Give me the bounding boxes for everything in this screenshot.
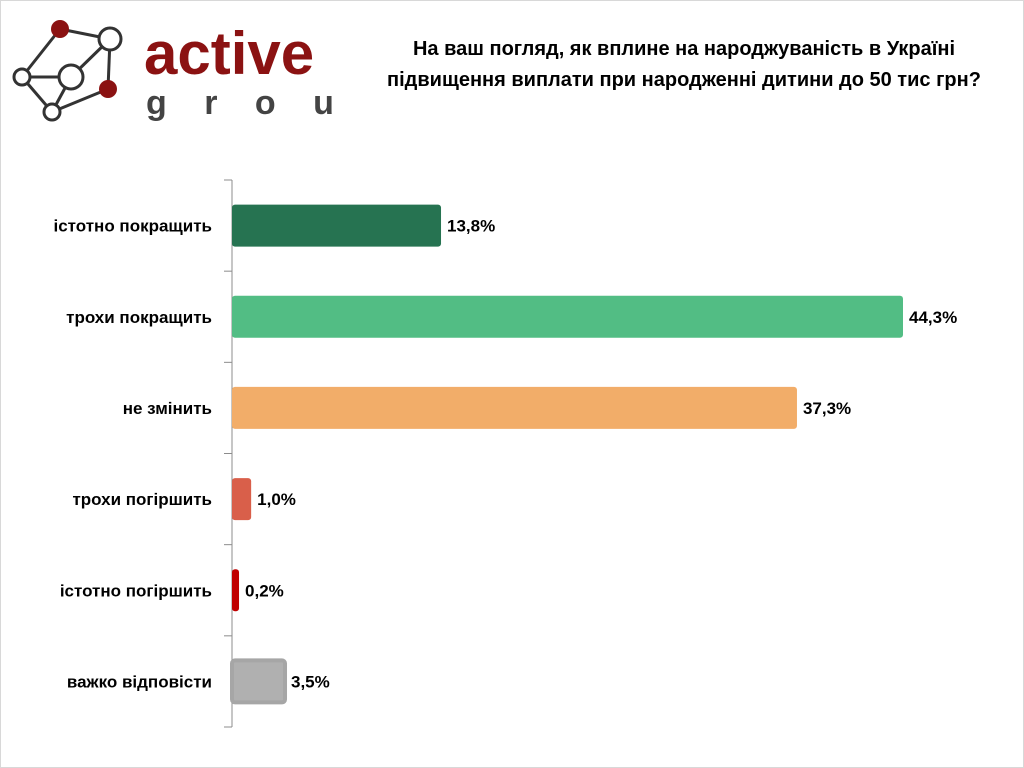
svg-text:g r o u p: g r o u p xyxy=(146,84,348,122)
svg-text:active: active xyxy=(144,20,314,87)
active-group-logo: active g r o u p xyxy=(12,20,348,122)
bar-3 xyxy=(232,478,252,521)
bar-1 xyxy=(232,295,903,338)
bar-0 xyxy=(232,204,442,247)
category-label-0: істотно покращить xyxy=(53,217,212,236)
data-label-0: 13,8% xyxy=(447,217,495,236)
bar-2 xyxy=(232,386,797,429)
chart-title-line-1: На ваш погляд, як вплине на народжуваніс… xyxy=(412,38,956,60)
category-label-5: важко відповісти xyxy=(67,672,212,691)
bar-4 xyxy=(232,569,240,612)
data-label-4: 0,2% xyxy=(245,581,284,600)
category-label-1: трохи покращить xyxy=(66,308,212,327)
category-label-3: трохи погіршить xyxy=(72,490,212,509)
data-label-3: 1,0% xyxy=(257,490,296,509)
chart-title-line-2: підвищення виплати при народженні дитини… xyxy=(387,69,981,91)
data-label-1: 44,3% xyxy=(909,308,957,327)
data-label-2: 37,3% xyxy=(803,399,851,418)
data-label-5: 3,5% xyxy=(291,672,330,691)
bar-5 xyxy=(230,658,288,705)
chart-title: На ваш погляд, як вплине на народжуваніс… xyxy=(350,34,1018,96)
category-label-2: не змінить xyxy=(123,399,212,418)
category-label-4: істотно погіршить xyxy=(60,581,212,600)
